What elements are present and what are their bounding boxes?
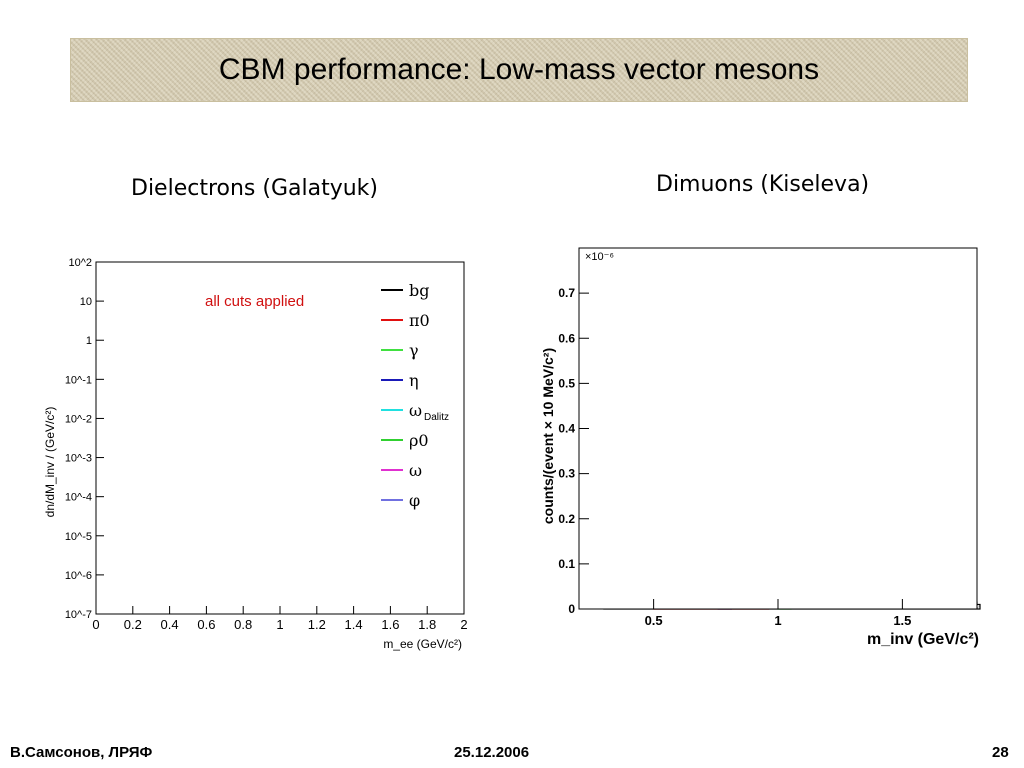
right-y-tick-label: 0.2	[558, 512, 575, 526]
left-y-label: dn/dM_inv / (GeV/c²)	[43, 407, 57, 518]
legend-label-omega: ω	[409, 461, 422, 480]
legend-label-gamma: γ	[409, 341, 419, 360]
left-y-tick-label: 10^-7	[65, 609, 92, 621]
left-y-tick-label: 10^-3	[65, 453, 92, 465]
left-x-tick-label: 0	[92, 617, 99, 632]
left-chart-subtitle: Dielectrons (Galatyuk)	[131, 176, 378, 201]
slide-title-bar: CBM performance: Low-mass vector mesons	[70, 38, 968, 102]
slide-title: CBM performance: Low-mass vector mesons	[218, 53, 820, 86]
dimuon-chart: 0.5 1 1.5 0 0.1 0.2 0.3 0.4 0.5 0.6 0.7 ×10⁻⁶ coun…	[540, 247, 981, 648]
left-y-tick-label: 10^-2	[65, 413, 92, 425]
right-x-tick-label: 0.5	[645, 613, 663, 628]
left-y-tick-label: 10^-1	[65, 374, 92, 386]
legend-sub-omega_dalitz: Dalitz	[424, 412, 449, 423]
legend-label-omega_dalitz: ω	[409, 401, 422, 420]
left-x-tick-label: 0.2	[124, 617, 142, 632]
legend-label-rho0: ρ0	[409, 431, 429, 450]
right-x-label: m_inv (GeV/c²)	[867, 631, 979, 648]
footer-date: 25.12.2006	[454, 744, 530, 761]
right-y-tick-label: 0.3	[558, 467, 575, 481]
left-x-tick-label: 1.6	[381, 617, 399, 632]
legend-label-bg: bg	[409, 281, 429, 300]
left-annotation: all cuts applied	[205, 293, 304, 310]
left-x-label: m_ee (GeV/c²)	[383, 637, 462, 651]
legend-label-phi: φ	[409, 491, 420, 510]
left-y-tick-label: 1	[86, 335, 92, 347]
left-x-tick-label: 1.2	[308, 617, 326, 632]
right-x-tick-label: 1.5	[893, 613, 911, 628]
right-y-tick-label: 0	[568, 602, 575, 616]
right-y-tick-label: 0.6	[558, 331, 575, 345]
right-plot-frame	[578, 247, 978, 610]
legend-label-pi0: π0	[409, 311, 430, 330]
left-y-tick-label: 10^-4	[65, 492, 92, 504]
right-x-tick-label: 1	[774, 613, 781, 628]
left-y-tick-label: 10^-6	[65, 570, 92, 582]
right-y-tick-label: 0.1	[558, 557, 575, 571]
right-chart-subtitle: Dimuons (Kiseleva)	[656, 172, 870, 197]
left-x-tick-label: 2	[460, 617, 467, 632]
right-y-label: counts/(event × 10 MeV/c²)	[540, 348, 556, 524]
left-x-tick-label: 1	[276, 617, 283, 632]
right-y-tick-label: 0.5	[558, 376, 575, 390]
left-x-tick-label: 1.8	[418, 617, 436, 632]
left-x-tick-label: 0.8	[234, 617, 252, 632]
left-x-tick-label: 1.4	[345, 617, 363, 632]
left-y-tick-label: 10^2	[68, 257, 92, 269]
right-y-tick-label: 0.4	[558, 422, 575, 436]
left-x-tick-label: 0.4	[161, 617, 179, 632]
left-y-tick-label: 10^-5	[65, 531, 92, 543]
right-y-multiplier: ×10⁻⁶	[585, 251, 614, 263]
left-x-tick-label: 0.6	[197, 617, 215, 632]
legend-label-eta: η	[409, 371, 419, 390]
footer-author: В.Самсонов, ЛРЯФ	[10, 744, 153, 761]
dielectron-chart: 0 0.2 0.4 0.6 0.8 1 1.2 1.4 1.6 1.8 2 10^-7 10^-6 10^…	[43, 257, 468, 651]
footer-page-number: 28	[992, 744, 1009, 761]
right-y-tick-label: 0.7	[558, 286, 575, 300]
left-y-tick-label: 10	[80, 296, 92, 308]
